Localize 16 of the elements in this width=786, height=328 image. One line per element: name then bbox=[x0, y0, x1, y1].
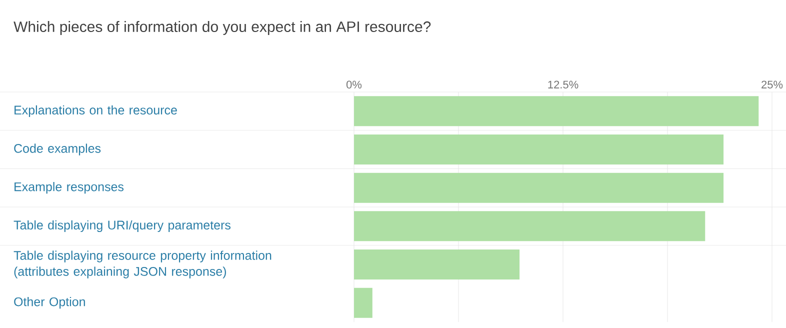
x-tick-label: 25% bbox=[762, 80, 783, 88]
x-tick-label: 12.5% bbox=[548, 80, 578, 88]
bar bbox=[354, 288, 372, 318]
bar bbox=[354, 211, 706, 242]
bar bbox=[354, 96, 759, 126]
bar bbox=[354, 172, 724, 203]
x-tick-label: 0% bbox=[346, 80, 362, 88]
bar bbox=[354, 134, 724, 165]
y-tick-label: Explanations on the resource bbox=[14, 105, 177, 117]
y-tick-label: Example responses bbox=[14, 182, 124, 194]
text: Which pieces of information do you expect in an API resource? bbox=[14, 21, 431, 35]
bar bbox=[354, 250, 520, 280]
y-tick-label: Table displaying URI/query parameters bbox=[14, 220, 230, 232]
y-tick-label: Other Option bbox=[14, 297, 85, 309]
y-tick-label: Code examples bbox=[14, 144, 101, 156]
y-tick-label: Table displaying resource property information (attributes explaining JSON response) bbox=[14, 250, 272, 278]
